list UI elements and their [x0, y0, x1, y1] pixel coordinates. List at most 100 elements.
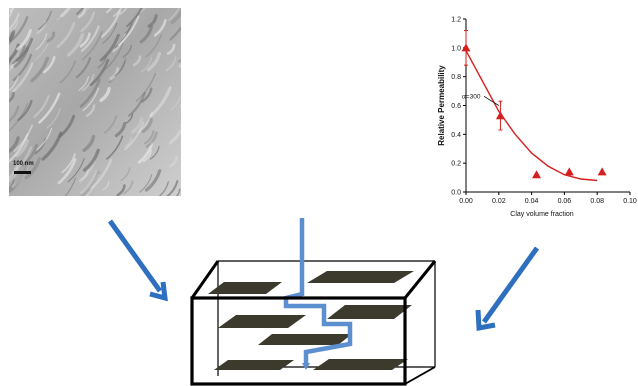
tem-streak [82, 73, 95, 92]
tem-streak [170, 95, 181, 111]
tem-streak [85, 104, 96, 117]
tem-streak [80, 168, 89, 181]
y-tick-label: 0.2 [451, 161, 461, 168]
tem-streak [175, 188, 181, 196]
tem-streak [142, 149, 152, 163]
box-side-face [404, 366, 436, 385]
tem-streak [30, 56, 50, 83]
tem-streak [102, 180, 110, 191]
tem-streak [82, 30, 104, 61]
tem-streak [146, 51, 162, 72]
arrow-down-left-icon [475, 246, 540, 331]
tem-streak [144, 169, 162, 192]
tem-streak [9, 167, 19, 183]
tem-streak [9, 8, 14, 18]
tem-streak [124, 137, 132, 148]
tem-streak [67, 158, 85, 183]
clay-platelet [307, 271, 414, 283]
tem-streak [104, 115, 118, 134]
tem-streak [105, 8, 113, 14]
tem-streak [137, 142, 154, 164]
tem-streak [14, 146, 33, 171]
tem-streak [81, 171, 101, 196]
tem-streak [139, 174, 153, 193]
data-point [495, 111, 505, 120]
tem-streak [153, 19, 167, 37]
data-point [532, 170, 542, 179]
tem-streak [114, 23, 133, 49]
x-tick-label: 0.06 [558, 198, 572, 205]
tem-streak [59, 60, 76, 84]
tem-streak [57, 157, 77, 185]
clay-platelet [258, 334, 352, 345]
tem-micrograph: 100 nm [9, 8, 181, 196]
tem-streak [102, 22, 118, 44]
tem-streak [77, 8, 87, 19]
tem-streak [79, 78, 101, 108]
y-tick-label: 0.6 [451, 103, 461, 110]
clay-platelet [313, 359, 408, 370]
tem-streak [75, 56, 92, 79]
tem-streak [104, 42, 124, 71]
tem-streak [139, 25, 154, 44]
tem-texture [9, 8, 181, 196]
diffusion-path [283, 218, 353, 366]
tem-streak [60, 8, 72, 18]
tem-streak [166, 180, 179, 196]
tem-streak [80, 25, 100, 52]
tortuous-path-diagram [190, 218, 437, 386]
tem-streak [21, 143, 39, 167]
tem-streak [66, 32, 85, 57]
tem-streak [56, 22, 76, 48]
box-back-edges [217, 260, 436, 376]
tem-streak [124, 121, 145, 151]
alpha-annotation-pointer [483, 95, 500, 106]
tem-streak [79, 170, 98, 195]
clay-platelet [208, 282, 282, 294]
tem-streak [9, 160, 21, 181]
tem-streak [114, 121, 127, 138]
tem-streak [9, 163, 29, 193]
tem-streak [9, 178, 15, 191]
tem-streak [33, 94, 50, 118]
tem-streak [9, 133, 29, 163]
tem-streak [78, 76, 90, 91]
clay-platelets [208, 271, 414, 370]
tem-streak [145, 131, 158, 149]
data-point [564, 167, 574, 176]
x-tick-label: 0.10 [623, 198, 637, 205]
tem-streak [141, 117, 153, 134]
data-point [597, 167, 607, 176]
tem-streak [82, 87, 100, 112]
permeability-chart: 0.0 0.2 0.4 0.6 0.8 1.0 1.2 0.00 0.02 0.04 0.06 0.0… [420, 5, 637, 233]
tem-streak [89, 58, 110, 87]
tem-streak [145, 34, 162, 58]
tem-streak [118, 15, 140, 46]
tem-streak [9, 20, 19, 32]
tem-streak [83, 173, 101, 196]
x-tick-label: 0.02 [492, 198, 506, 205]
clay-platelet [327, 305, 412, 319]
tem-streak [128, 91, 146, 117]
tem-streak [82, 148, 100, 172]
tem-streak [15, 139, 30, 158]
tem-streak [141, 56, 153, 73]
tem-streak [99, 86, 111, 103]
tem-streak [46, 31, 56, 43]
x-tick-label: 0.00 [459, 198, 473, 205]
tem-streak [9, 43, 20, 63]
tem-streak [158, 181, 170, 196]
chart-canvas: 0.0 0.2 0.4 0.6 0.8 1.0 1.2 0.00 0.02 0.04 0.06 0.0… [437, 17, 637, 219]
tem-streak [109, 67, 120, 81]
tem-streak [119, 8, 128, 15]
tem-streak [9, 136, 20, 154]
x-tick-label: 0.04 [525, 198, 539, 205]
tem-streak [16, 28, 32, 51]
x-tick-label: 0.08 [590, 198, 604, 205]
tem-streak [169, 25, 181, 41]
tem-streak [166, 43, 176, 55]
tem-streak [168, 8, 180, 21]
tem-streak [64, 177, 77, 196]
box-top-face [190, 260, 437, 300]
alpha-annotation: α=300 [462, 93, 481, 100]
